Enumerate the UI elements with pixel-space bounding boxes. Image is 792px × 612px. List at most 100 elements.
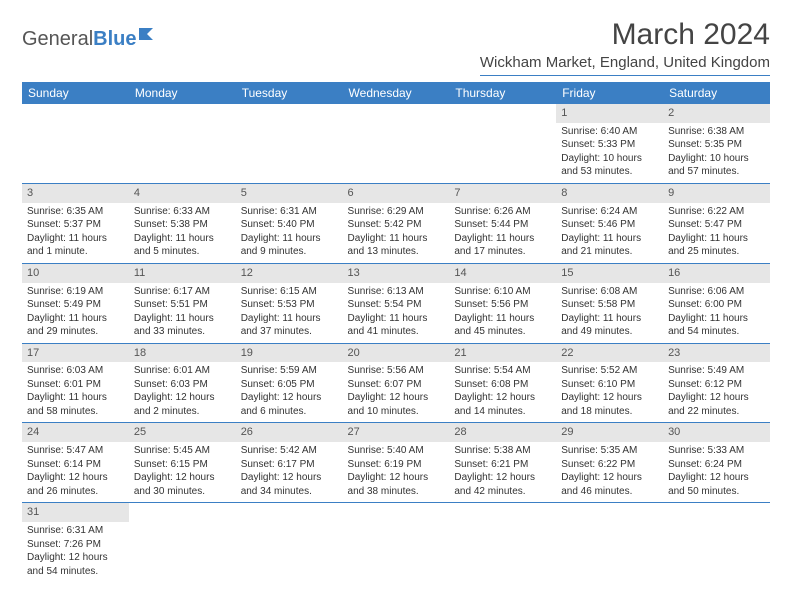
calendar-cell (449, 503, 556, 582)
sunset-text: Sunset: 6:12 PM (668, 378, 765, 392)
day-number (449, 104, 556, 108)
day-content: Sunrise: 5:35 AMSunset: 6:22 PMDaylight:… (556, 442, 663, 502)
calendar-cell: 22Sunrise: 5:52 AMSunset: 6:10 PMDayligh… (556, 343, 663, 423)
dayhead-friday: Friday (556, 82, 663, 104)
day-number: 16 (663, 264, 770, 283)
sunset-text: Sunset: 6:14 PM (27, 458, 124, 472)
daylight-text: Daylight: 11 hours and 54 minutes. (668, 312, 765, 339)
calendar-cell: 27Sunrise: 5:40 AMSunset: 6:19 PMDayligh… (343, 423, 450, 503)
day-number: 6 (343, 184, 450, 203)
daylight-text: Daylight: 11 hours and 49 minutes. (561, 312, 658, 339)
daylight-text: Daylight: 12 hours and 30 minutes. (134, 471, 231, 498)
day-number: 8 (556, 184, 663, 203)
day-content: Sunrise: 6:31 AMSunset: 5:40 PMDaylight:… (236, 203, 343, 263)
day-number (129, 503, 236, 507)
logo-flag-icon (139, 26, 159, 42)
day-number (343, 104, 450, 108)
day-number: 22 (556, 344, 663, 363)
sunset-text: Sunset: 5:35 PM (668, 138, 765, 152)
calendar-cell (343, 104, 450, 183)
day-number: 21 (449, 344, 556, 363)
sunrise-text: Sunrise: 6:31 AM (27, 524, 124, 538)
calendar-cell: 6Sunrise: 6:29 AMSunset: 5:42 PMDaylight… (343, 183, 450, 263)
day-number: 18 (129, 344, 236, 363)
daylight-text: Daylight: 12 hours and 2 minutes. (134, 391, 231, 418)
sunset-text: Sunset: 5:49 PM (27, 298, 124, 312)
sunrise-text: Sunrise: 6:19 AM (27, 285, 124, 299)
day-content: Sunrise: 6:33 AMSunset: 5:38 PMDaylight:… (129, 203, 236, 263)
location-label: Wickham Market, England, United Kingdom (480, 54, 770, 76)
calendar-cell: 24Sunrise: 5:47 AMSunset: 6:14 PMDayligh… (22, 423, 129, 503)
sunset-text: Sunset: 7:26 PM (27, 538, 124, 552)
calendar-cell: 7Sunrise: 6:26 AMSunset: 5:44 PMDaylight… (449, 183, 556, 263)
calendar-row: 24Sunrise: 5:47 AMSunset: 6:14 PMDayligh… (22, 423, 770, 503)
title-block: March 2024 Wickham Market, England, Unit… (480, 18, 770, 76)
daylight-text: Daylight: 11 hours and 29 minutes. (27, 312, 124, 339)
sunrise-text: Sunrise: 6:10 AM (454, 285, 551, 299)
calendar-cell (663, 503, 770, 582)
daylight-text: Daylight: 11 hours and 17 minutes. (454, 232, 551, 259)
calendar-cell (236, 104, 343, 183)
sunrise-text: Sunrise: 6:31 AM (241, 205, 338, 219)
day-content: Sunrise: 6:26 AMSunset: 5:44 PMDaylight:… (449, 203, 556, 263)
daylight-text: Daylight: 12 hours and 46 minutes. (561, 471, 658, 498)
sunset-text: Sunset: 6:01 PM (27, 378, 124, 392)
dayhead-tuesday: Tuesday (236, 82, 343, 104)
calendar-cell: 9Sunrise: 6:22 AMSunset: 5:47 PMDaylight… (663, 183, 770, 263)
sunset-text: Sunset: 5:37 PM (27, 218, 124, 232)
day-content: Sunrise: 5:59 AMSunset: 6:05 PMDaylight:… (236, 362, 343, 422)
sunset-text: Sunset: 5:40 PM (241, 218, 338, 232)
day-content: Sunrise: 6:31 AMSunset: 7:26 PMDaylight:… (22, 522, 129, 582)
sunrise-text: Sunrise: 5:38 AM (454, 444, 551, 458)
day-number: 31 (22, 503, 129, 522)
day-number: 29 (556, 423, 663, 442)
sunrise-text: Sunrise: 6:29 AM (348, 205, 445, 219)
day-number: 20 (343, 344, 450, 363)
day-number: 2 (663, 104, 770, 123)
sunset-text: Sunset: 5:56 PM (454, 298, 551, 312)
day-number (236, 503, 343, 507)
day-number: 1 (556, 104, 663, 123)
day-content: Sunrise: 6:06 AMSunset: 6:00 PMDaylight:… (663, 283, 770, 343)
day-content: Sunrise: 5:40 AMSunset: 6:19 PMDaylight:… (343, 442, 450, 502)
daylight-text: Daylight: 10 hours and 57 minutes. (668, 152, 765, 179)
sunrise-text: Sunrise: 6:13 AM (348, 285, 445, 299)
day-content: Sunrise: 6:19 AMSunset: 5:49 PMDaylight:… (22, 283, 129, 343)
day-number: 30 (663, 423, 770, 442)
calendar-cell: 28Sunrise: 5:38 AMSunset: 6:21 PMDayligh… (449, 423, 556, 503)
sunset-text: Sunset: 6:22 PM (561, 458, 658, 472)
day-number: 5 (236, 184, 343, 203)
logo-text-1: General (22, 28, 93, 51)
day-number (236, 104, 343, 108)
calendar-cell: 25Sunrise: 5:45 AMSunset: 6:15 PMDayligh… (129, 423, 236, 503)
day-number (343, 503, 450, 507)
sunset-text: Sunset: 5:44 PM (454, 218, 551, 232)
day-content: Sunrise: 5:42 AMSunset: 6:17 PMDaylight:… (236, 442, 343, 502)
daylight-text: Daylight: 11 hours and 41 minutes. (348, 312, 445, 339)
sunset-text: Sunset: 6:17 PM (241, 458, 338, 472)
sunrise-text: Sunrise: 5:42 AM (241, 444, 338, 458)
calendar-row: 3Sunrise: 6:35 AMSunset: 5:37 PMDaylight… (22, 183, 770, 263)
calendar-cell (343, 503, 450, 582)
daylight-text: Daylight: 11 hours and 21 minutes. (561, 232, 658, 259)
sunrise-text: Sunrise: 6:17 AM (134, 285, 231, 299)
day-content: Sunrise: 5:33 AMSunset: 6:24 PMDaylight:… (663, 442, 770, 502)
day-number: 25 (129, 423, 236, 442)
sunrise-text: Sunrise: 5:35 AM (561, 444, 658, 458)
day-number: 19 (236, 344, 343, 363)
calendar-row: 31Sunrise: 6:31 AMSunset: 7:26 PMDayligh… (22, 503, 770, 582)
sunrise-text: Sunrise: 5:56 AM (348, 364, 445, 378)
sunset-text: Sunset: 6:08 PM (454, 378, 551, 392)
calendar-cell: 29Sunrise: 5:35 AMSunset: 6:22 PMDayligh… (556, 423, 663, 503)
logo-text-2: Blue (93, 28, 136, 51)
day-content: Sunrise: 6:29 AMSunset: 5:42 PMDaylight:… (343, 203, 450, 263)
sunrise-text: Sunrise: 6:08 AM (561, 285, 658, 299)
sunset-text: Sunset: 6:00 PM (668, 298, 765, 312)
calendar-cell (129, 503, 236, 582)
day-number: 23 (663, 344, 770, 363)
sunset-text: Sunset: 6:15 PM (134, 458, 231, 472)
day-content: Sunrise: 6:03 AMSunset: 6:01 PMDaylight:… (22, 362, 129, 422)
daylight-text: Daylight: 12 hours and 18 minutes. (561, 391, 658, 418)
daylight-text: Daylight: 11 hours and 45 minutes. (454, 312, 551, 339)
day-number: 12 (236, 264, 343, 283)
